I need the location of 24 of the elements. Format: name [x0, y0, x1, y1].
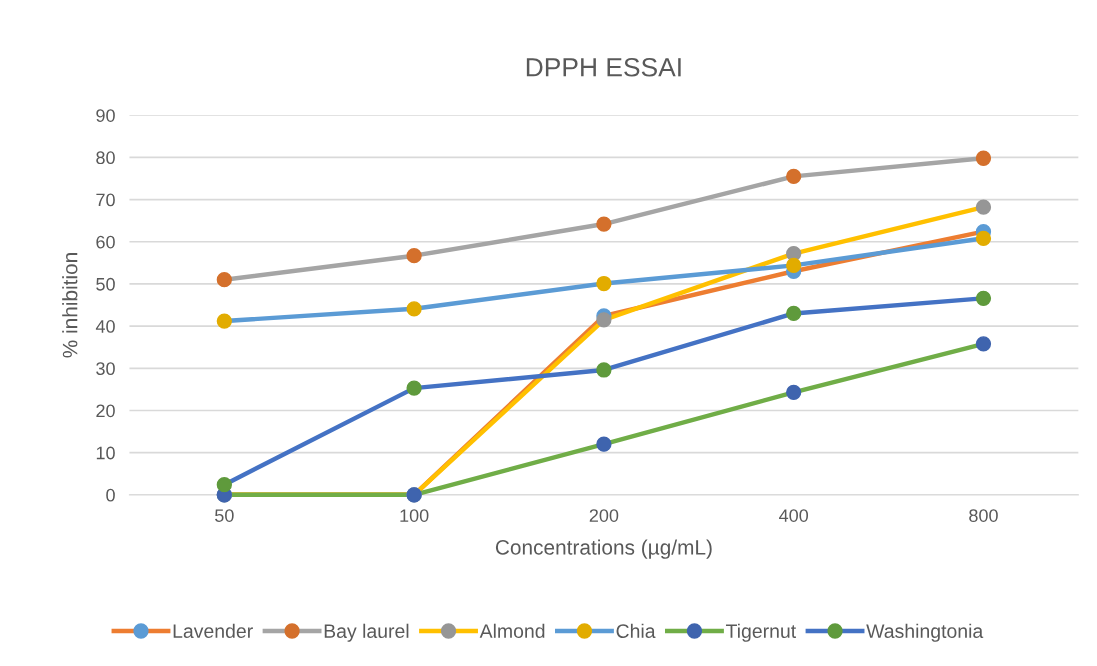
y-tick-label: 80 [96, 151, 115, 165]
x-tick-label: 100 [400, 509, 429, 522]
y-tick-label: 10 [96, 446, 115, 460]
x-tick-label: 200 [589, 509, 619, 522]
x-tick-label: 400 [779, 509, 809, 522]
legend-label: Tigernut [725, 623, 797, 642]
x-tick-label: 800 [969, 509, 998, 522]
y-tick-label: 60 [96, 235, 115, 249]
y-tick-label: 0 [106, 488, 115, 502]
x-axis-title: Concentrations (µg/mL) [495, 539, 712, 559]
y-tick-label: 50 [96, 277, 115, 291]
y-tick-label: 30 [96, 362, 115, 376]
legend-label: Lavender [173, 623, 253, 638]
x-tick-label: 50 [215, 509, 234, 522]
chart-title: DPPH ESSAI [526, 57, 681, 77]
y-tick-label: 40 [95, 320, 115, 333]
legend-label: Bay laurel [324, 623, 409, 642]
y-tick-label: 90 [96, 109, 115, 122]
legend-label: Washingtonia [866, 623, 984, 642]
y-tick-label: 20 [96, 404, 115, 418]
legend-label: Almond [479, 623, 545, 638]
legend-label: Chia [616, 623, 656, 638]
y-tick-label: 70 [96, 193, 115, 207]
y-axis-title: % inhibition [62, 253, 78, 358]
